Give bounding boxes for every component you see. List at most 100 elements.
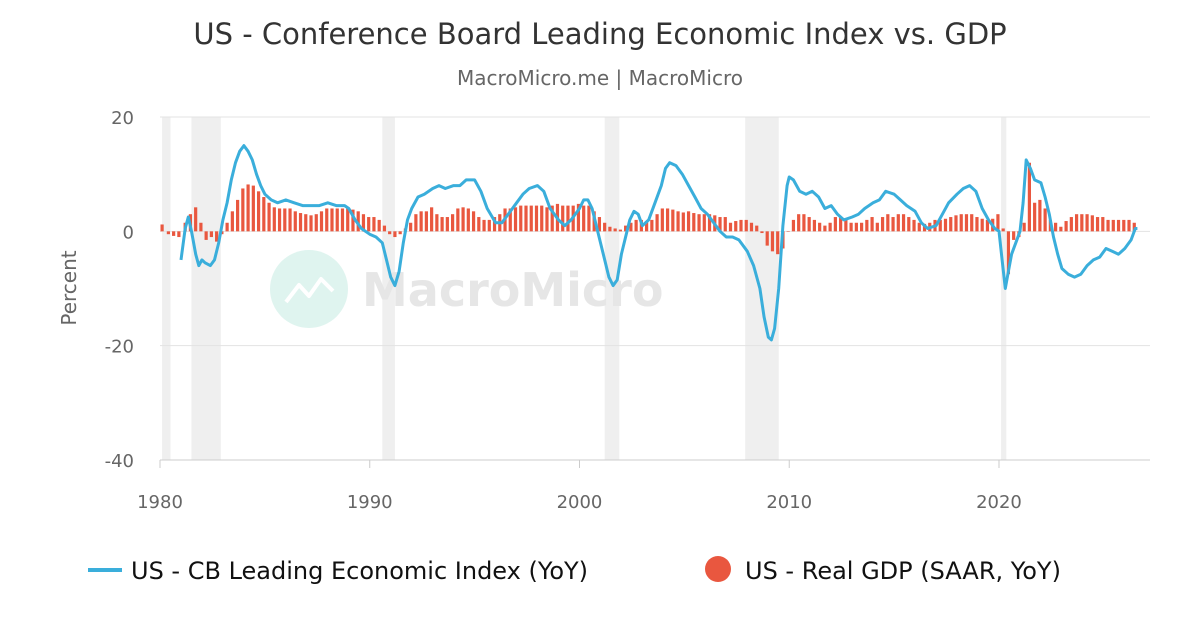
gdp-bar (314, 214, 318, 232)
gdp-bar (309, 215, 313, 232)
gdp-bar (1033, 202, 1037, 232)
legend-label-gdp: US - Real GDP (SAAR, YoY) (745, 557, 1061, 585)
gdp-bar (818, 222, 822, 232)
gdp-bar (293, 211, 297, 232)
gdp-bar (1132, 222, 1136, 232)
gdp-bar (880, 217, 885, 232)
gdp-bar (624, 225, 628, 232)
gdp-bar (477, 217, 481, 232)
x-tick-label: 2020 (976, 492, 1022, 513)
watermark: MacroMicro (270, 250, 663, 328)
gdp-bar (655, 214, 659, 232)
gdp-bar (634, 219, 638, 232)
gdp-bar (561, 205, 565, 232)
gdp-bar (367, 217, 371, 232)
gdp-bar (487, 219, 491, 232)
gdp-bar (1001, 228, 1005, 232)
gdp-bar (424, 211, 428, 232)
gdp-bar (576, 203, 581, 232)
gdp-bar (393, 231, 397, 238)
gdp-bar (550, 205, 554, 232)
gdp-bar (854, 222, 858, 232)
gdp-bar (603, 222, 607, 232)
recession-bands (162, 117, 1007, 460)
recession-band (745, 117, 779, 460)
gdp-bar (1111, 219, 1115, 232)
gdp-bar (1054, 222, 1058, 232)
gdp-bar (1085, 214, 1089, 232)
chart-subtitle: MacroMicro.me | MacroMicro (457, 66, 743, 90)
gdp-bar (765, 231, 769, 246)
gdp-bar (356, 211, 360, 232)
gdp-bar (618, 229, 622, 232)
gdp-bar (177, 231, 181, 238)
recession-band (382, 117, 395, 460)
gdp-bar (891, 217, 895, 232)
gdp-bar (1095, 217, 1100, 232)
gdp-bar (917, 222, 921, 232)
gdp-bar (382, 225, 387, 232)
gdp-bar (587, 205, 591, 232)
gdp-bar (388, 231, 392, 235)
gdp-bar (340, 208, 345, 232)
gdp-bar (1012, 231, 1016, 240)
gdp-bar (954, 215, 958, 232)
gdp-bar (650, 219, 654, 232)
gdp-bar (844, 219, 848, 232)
gdp-bar (304, 214, 308, 232)
watermark-logo-line-icon (284, 277, 335, 304)
gdp-bar (912, 219, 916, 232)
recession-band (604, 117, 620, 460)
gdp-bar (508, 208, 512, 232)
gdp-bar (435, 214, 439, 232)
gdp-bar (272, 207, 276, 232)
gdp-bar (330, 208, 334, 232)
gdp-bar (529, 205, 533, 232)
gdp-bar (471, 211, 476, 232)
y-tick-label: -40 (105, 451, 134, 472)
gdp-bar (166, 231, 170, 235)
gdp-bar (582, 205, 586, 232)
gdp-bar (209, 231, 213, 238)
x-tick-label: 1980 (137, 492, 183, 513)
gdp-bar (160, 224, 164, 232)
gdp-bar (1027, 162, 1031, 232)
recession-band (191, 117, 221, 460)
gdp-bar (901, 214, 906, 232)
gdp-bar (791, 219, 796, 232)
gdp-bar (246, 184, 250, 232)
gdp-bar (319, 211, 324, 232)
lei-line-group (179, 144, 1138, 342)
gdp-bar (1122, 219, 1126, 232)
gdp-bar (744, 219, 748, 232)
gdp-bar (398, 231, 402, 235)
gdp-bar (949, 217, 953, 232)
gdp-bar (419, 211, 423, 232)
legend-item-gdp[interactable]: US - Real GDP (SAAR, YoY) (705, 556, 1061, 585)
gdp-bar (519, 205, 523, 232)
gdp-bar (870, 217, 874, 232)
gdp-bar (739, 219, 743, 232)
gdp-bar (828, 222, 832, 232)
gdp-bar (707, 214, 712, 232)
gdp-bar (545, 207, 549, 232)
gdp-bar (1043, 208, 1047, 232)
gdp-bar (1074, 214, 1079, 232)
gdp-bar (1127, 219, 1131, 232)
gdp-bar (172, 231, 176, 236)
gdp-bar (629, 222, 633, 232)
recession-band (162, 117, 171, 460)
y-axis-label: Percent (57, 250, 81, 325)
y-tick-label: 0 (123, 222, 134, 243)
gdp-bar (1059, 226, 1063, 232)
gdp-bar (613, 228, 617, 232)
gdp-bar (807, 217, 811, 232)
gdp-bar (466, 208, 470, 232)
gdp-bar (686, 211, 691, 232)
legend-item-lei[interactable]: US - CB Leading Economic Index (YoY) (88, 557, 588, 585)
gdp-bar (325, 208, 329, 232)
gdp-bar (513, 207, 518, 232)
gdp-bar (859, 222, 864, 232)
y-tick-label: 20 (111, 108, 134, 129)
gdp-bar (1101, 217, 1105, 232)
